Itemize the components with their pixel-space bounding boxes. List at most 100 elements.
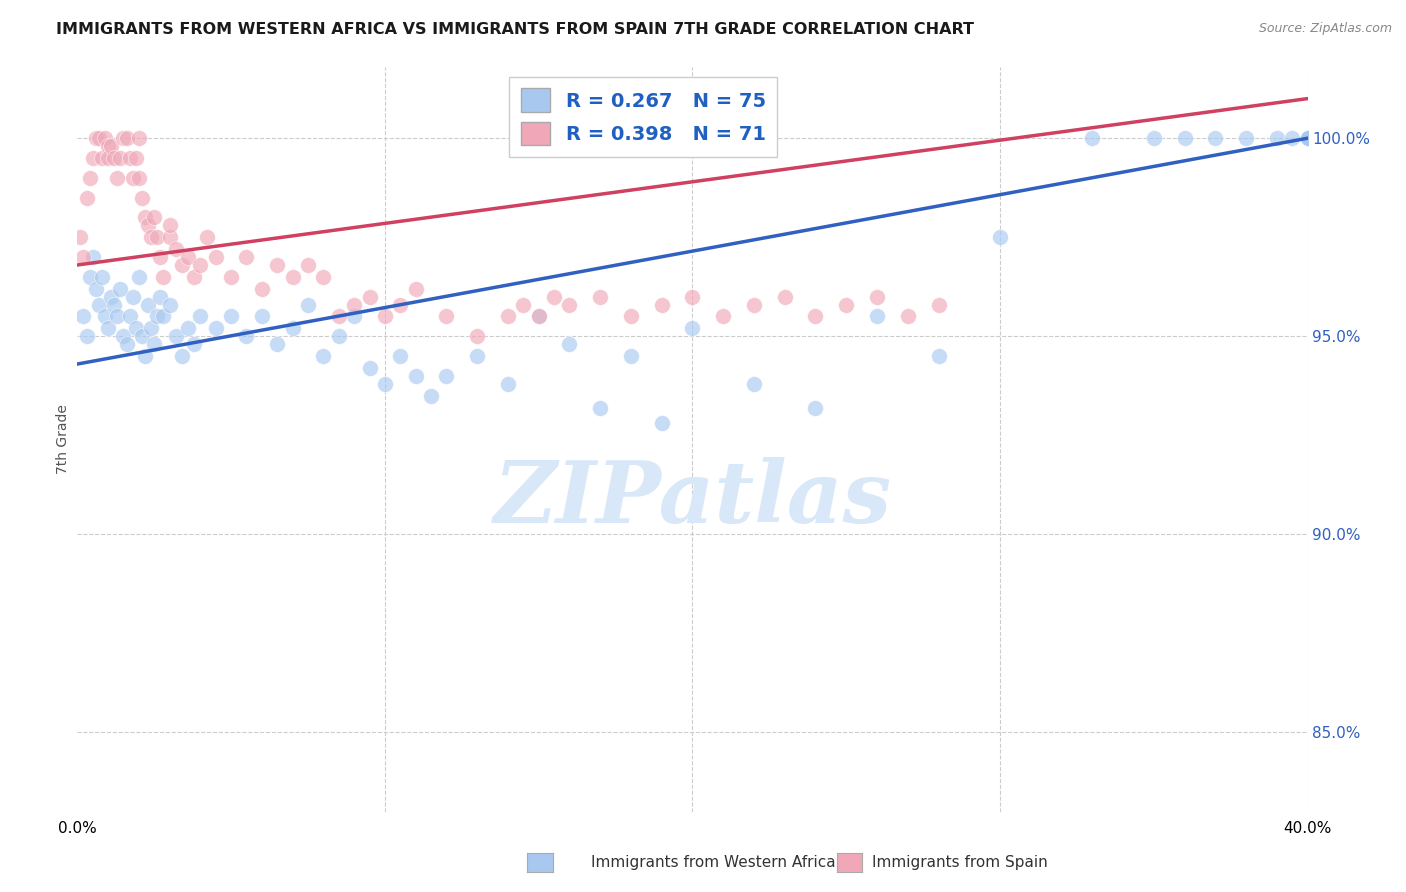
Text: ZIPatlas: ZIPatlas (494, 457, 891, 541)
Point (711, 310, 734, 324)
Point (651, 417, 673, 431)
Point (359, 290, 381, 304)
Point (97, 151, 120, 165)
Point (405, 282, 427, 296)
Point (250, 282, 273, 296)
Point (328, 310, 350, 324)
Point (177, 250, 200, 264)
Point (188, 258, 212, 272)
Point (159, 219, 181, 233)
Point (146, 230, 169, 244)
Point (527, 310, 550, 324)
Point (97, 321, 120, 335)
Point (110, 282, 132, 296)
Point (589, 401, 612, 415)
Point (76, 329, 98, 343)
Point (1296, 131, 1319, 145)
Point (112, 329, 135, 343)
Point (125, 321, 148, 335)
Point (928, 297, 950, 311)
Point (281, 321, 304, 335)
Point (343, 297, 366, 311)
Point (183, 337, 205, 351)
Point (143, 211, 166, 225)
Point (682, 290, 704, 304)
Point (1234, 131, 1257, 145)
Point (773, 290, 796, 304)
Point (110, 151, 132, 165)
Point (72, 250, 94, 264)
Point (620, 349, 643, 363)
Point (118, 310, 141, 324)
Point (620, 310, 643, 324)
Point (804, 401, 827, 415)
Point (149, 250, 172, 264)
Text: IMMIGRANTS FROM WESTERN AFRICA VS IMMIGRANTS FROM SPAIN 7TH GRADE CORRELATION CH: IMMIGRANTS FROM WESTERN AFRICA VS IMMIGR… (56, 22, 974, 37)
Point (112, 131, 135, 145)
Point (928, 349, 950, 363)
Point (115, 131, 138, 145)
Point (159, 230, 181, 244)
Point (177, 321, 200, 335)
Text: Immigrants from Western Africa: Immigrants from Western Africa (591, 855, 835, 870)
Point (1296, 131, 1319, 145)
Point (219, 310, 242, 324)
Point (100, 139, 122, 153)
Point (1281, 131, 1303, 145)
Point (170, 258, 193, 272)
Point (266, 258, 288, 272)
Point (1265, 131, 1288, 145)
Point (1081, 131, 1104, 145)
Point (105, 310, 128, 324)
Point (204, 250, 226, 264)
Point (374, 376, 396, 391)
Point (90, 151, 114, 165)
Point (128, 170, 150, 185)
Point (82, 250, 104, 264)
Point (558, 337, 581, 351)
Point (988, 230, 1011, 244)
Text: Immigrants from Spain: Immigrants from Spain (872, 855, 1047, 870)
Point (558, 297, 581, 311)
Legend: R = 0.267   N = 75, R = 0.398   N = 71: R = 0.267 N = 75, R = 0.398 N = 71 (509, 77, 778, 157)
Point (121, 170, 143, 185)
Point (465, 349, 488, 363)
Point (835, 297, 858, 311)
Point (152, 269, 174, 284)
Text: Source: ZipAtlas.com: Source: ZipAtlas.com (1258, 22, 1392, 36)
Point (742, 376, 765, 391)
Point (87, 297, 110, 311)
Point (125, 151, 148, 165)
Point (204, 321, 226, 335)
Point (128, 131, 150, 145)
Point (235, 329, 257, 343)
Point (512, 297, 534, 311)
Point (128, 269, 150, 284)
Point (115, 337, 138, 351)
Point (219, 269, 242, 284)
Point (97, 139, 120, 153)
Point (79, 170, 101, 185)
Point (866, 310, 889, 324)
Point (527, 310, 550, 324)
Point (76, 191, 98, 205)
Point (1296, 131, 1319, 145)
Point (105, 170, 128, 185)
Point (742, 297, 765, 311)
Point (389, 297, 412, 311)
Point (405, 368, 427, 383)
Point (436, 310, 458, 324)
Point (131, 329, 153, 343)
Point (131, 191, 153, 205)
Point (100, 290, 122, 304)
Point (436, 368, 458, 383)
Point (682, 321, 704, 335)
Point (389, 349, 412, 363)
Point (235, 250, 257, 264)
Point (90, 269, 114, 284)
Point (141, 321, 163, 335)
Point (69, 230, 91, 244)
Point (143, 337, 166, 351)
Point (866, 290, 889, 304)
Point (136, 297, 159, 311)
